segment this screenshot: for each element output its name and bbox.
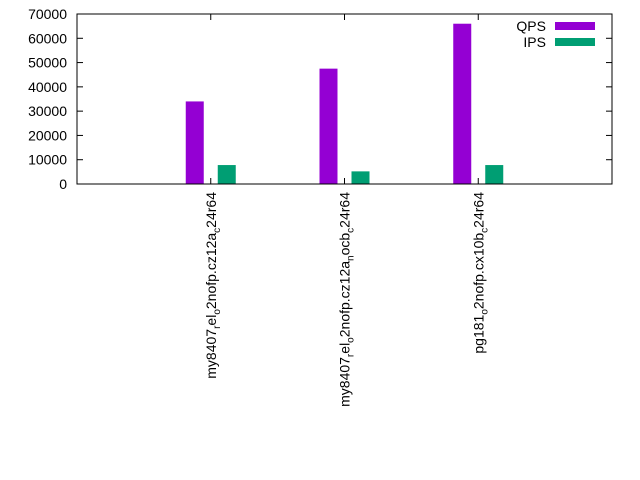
x-tick-label-subscript: o	[479, 309, 490, 315]
y-tick-label: 40000	[28, 79, 67, 95]
x-tick-label-part: 24r64	[203, 192, 219, 228]
legend-swatch-qps	[555, 22, 595, 30]
x-tick-label-subscript: r	[346, 353, 357, 357]
x-tick-label-part: 2nofp.cx10b	[470, 233, 486, 309]
y-tick-label: 10000	[28, 152, 67, 168]
x-tick-label-part: el	[337, 343, 353, 354]
x-tick-label-part: 24r64	[337, 192, 353, 228]
x-tick-label-part: my8407	[203, 329, 219, 379]
bar-ips-2	[485, 165, 504, 184]
x-tick-label-part: 2nofp.cz12a	[203, 233, 219, 309]
legend-label-qps: QPS	[516, 18, 546, 34]
x-tick-label-part: 24r64	[470, 192, 486, 228]
y-tick-label: 20000	[28, 127, 67, 143]
bar-qps-0	[185, 101, 204, 184]
x-tick-label-subscript: r	[212, 325, 223, 329]
legend-label-ips: IPS	[523, 34, 546, 50]
x-tick-label-part: 2nofp.cz12a	[337, 261, 353, 337]
x-tick-label: pg181o2nofp.cx10bc24r64	[470, 192, 490, 354]
bar-ips-1	[351, 171, 370, 184]
y-tick-label: 0	[59, 176, 67, 192]
x-tick-label-subscript: o	[346, 337, 357, 343]
x-tick-label-subscript: c	[346, 228, 357, 233]
x-tick-label: my8407relo2nofp.cz12anocbc24r64	[337, 192, 357, 407]
bar-ips-0	[217, 165, 236, 184]
y-tick-label: 70000	[28, 6, 67, 22]
x-tick-label-part: my8407	[337, 357, 353, 407]
legend-swatch-ips	[555, 38, 595, 46]
y-tick-label: 50000	[28, 55, 67, 71]
bar-qps-1	[319, 68, 338, 184]
bar-qps-2	[453, 23, 472, 185]
x-tick-label-subscript: c	[212, 228, 223, 233]
x-tick-label-part: ocb	[337, 233, 353, 256]
x-tick-label-part: pg181	[470, 314, 486, 353]
x-tick-label: my8407relo2nofp.cz12ac24r64	[203, 192, 223, 379]
bars	[185, 23, 504, 185]
x-tick-label-subscript: o	[212, 309, 223, 315]
x-tick-label-subscript: c	[479, 228, 490, 233]
y-axis-ticks: 0 10000 20000 30000 40000 50000 60000 70000	[28, 6, 612, 192]
x-tick-label-subscript: n	[346, 255, 357, 261]
x-axis-ticks: my8407relo2nofp.cz12ac24r64my8407relo2no…	[203, 14, 490, 407]
y-tick-label: 30000	[28, 103, 67, 119]
x-tick-label-part: el	[203, 315, 219, 326]
y-tick-label: 60000	[28, 30, 67, 46]
plot-frame	[76, 13, 613, 185]
